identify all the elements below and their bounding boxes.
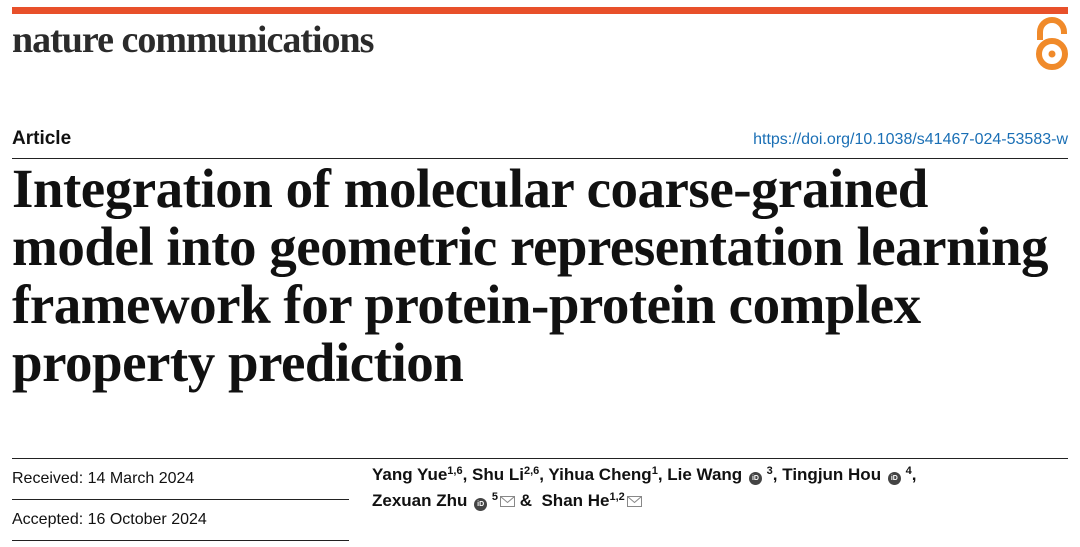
author-name[interactable]: Shu Li [472,465,524,484]
author-affiliation: 2,6 [523,465,540,477]
author-name[interactable]: Shan He [541,491,610,510]
author-separator: , [539,465,549,484]
author-affiliation: 3 [766,465,773,477]
author-name[interactable]: Zexuan Zhu [372,491,468,510]
header-divider [12,158,1068,159]
received-date: Received: 14 March 2024 [12,459,349,500]
open-access-lock-icon [1036,17,1068,70]
author-name[interactable]: Yihua Cheng [548,465,652,484]
author-entry: Zexuan Zhu iD 5 & [372,491,537,511]
accepted-date: Accepted: 16 October 2024 [12,500,349,541]
author-entry: Tingjun Hou iD 4, [782,465,917,485]
article-type-label: Article [12,128,72,149]
author-affiliation: 5 [491,491,498,503]
author-entry: Lie Wang iD 3, [667,465,783,485]
author-affiliation: 1,6 [447,465,463,477]
author-entry: Yihua Cheng1, [548,465,667,484]
author-name[interactable]: Yang Yue [372,465,448,484]
author-entry: Shu Li2,6, [472,465,548,484]
email-icon[interactable] [626,496,642,507]
author-separator: & [515,491,537,510]
author-affiliation: 1,2 [609,491,625,503]
author-separator: , [462,465,473,484]
orcid-icon[interactable]: iD [887,472,901,485]
email-icon[interactable] [500,496,515,507]
author-separator: , [911,465,917,484]
author-separator: , [657,465,668,484]
article-title: Integration of molecular coarse-grained … [12,158,1049,393]
doi-link[interactable]: https://doi.org/10.1038/s41467-024-53583… [753,131,1068,148]
author-name[interactable]: Tingjun Hou [782,465,882,484]
orcid-icon[interactable]: iD [748,472,762,485]
orcid-icon[interactable]: iD [474,498,488,511]
author-list: Yang Yue1,6, Shu Li2,6, Yihua Cheng1, Li… [372,462,1062,514]
author-entry: Yang Yue1,6, [372,465,472,484]
author-entry: Shan He1,2 [541,491,642,510]
title-divider [12,458,1068,459]
publication-dates: Received: 14 March 2024 Accepted: 16 Oct… [12,459,349,541]
journal-accent-bar [12,7,1068,14]
author-separator: , [772,465,783,484]
author-affiliation: 1 [651,465,658,477]
author-affiliation: 4 [905,465,912,477]
journal-name[interactable]: nature communications [12,19,374,61]
author-name[interactable]: Lie Wang [667,465,743,484]
